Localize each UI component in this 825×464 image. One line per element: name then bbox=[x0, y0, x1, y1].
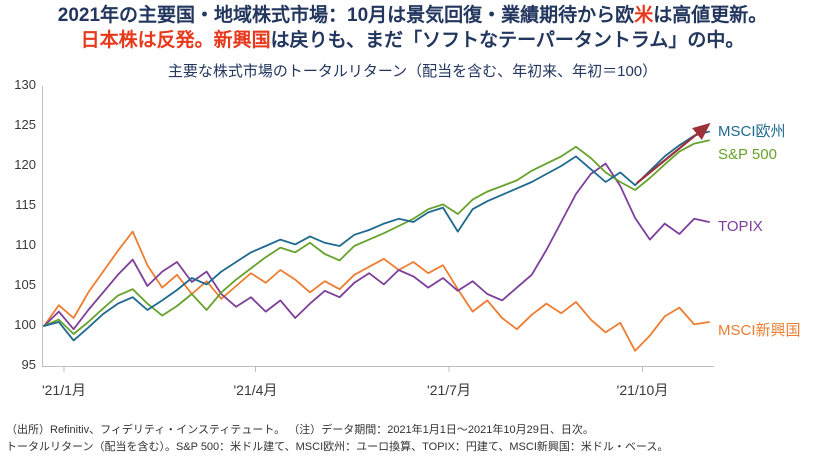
x-axis-label: '21/1月 bbox=[41, 382, 86, 398]
title-segment: は戻りも、まだ「ソフトなテーパータントラム」の中。 bbox=[270, 30, 745, 51]
series-line-TOPIX bbox=[43, 162, 710, 331]
footnote-line2: トータルリターン（配当を含む）。S&P 500：米ドル建て、MSCI欧州：ユーロ… bbox=[6, 441, 669, 453]
line-chart: '21/1月 '21/4月 '21/7月 '21/10月 130 125 120 115 110… bbox=[0, 77, 825, 420]
title-segment: 2021年の主要国・地域株式市場：10月は景気回復・業績期待から欧 bbox=[57, 5, 635, 26]
y-axis-label: 125 bbox=[14, 117, 36, 132]
y-axis-label: 110 bbox=[15, 237, 36, 252]
page-title-line1: 2021年の主要国・地域株式市場：10月は景気回復・業績期待から欧米は高値更新。 bbox=[0, 4, 825, 28]
series-line-MSCI新興国 bbox=[43, 230, 710, 352]
series-label-MSCI欧州: MSCI欧州 bbox=[718, 122, 786, 140]
title-segment-highlight: 日本株は反発。 bbox=[80, 30, 214, 51]
x-axis-label: '21/4月 bbox=[233, 382, 278, 398]
y-axis-label: 115 bbox=[15, 197, 36, 212]
plot-canvas bbox=[42, 86, 714, 372]
title-segment-highlight: 新興国 bbox=[213, 30, 271, 51]
trend-arrow bbox=[636, 122, 711, 184]
y-axis-label: 100 bbox=[14, 317, 36, 332]
series-line-S&P 500 bbox=[43, 139, 710, 335]
y-axis-label: 130 bbox=[14, 77, 36, 92]
title-segment: は高値更新。 bbox=[653, 5, 768, 26]
title-segment-highlight: 米 bbox=[634, 5, 654, 26]
y-axis-label: 105 bbox=[14, 277, 36, 292]
chart-title: 主要な株式市場のトータルリターン（配当を含む、年初来、年初＝100） bbox=[167, 63, 658, 80]
series-label-S&P 500: S&P 500 bbox=[718, 146, 777, 164]
x-axis-label: '21/10月 bbox=[616, 382, 669, 398]
page-title-line2: 日本株は反発。新興国は戻りも、まだ「ソフトなテーパータントラム」の中。 bbox=[0, 29, 825, 53]
x-axis-label: '21/7月 bbox=[427, 382, 471, 398]
y-axis-label: 95 bbox=[21, 357, 36, 372]
y-axis-label: 120 bbox=[14, 157, 36, 172]
series-label-TOPIX: TOPIX bbox=[718, 218, 763, 235]
series-label-MSCI新興国: MSCI新興国 bbox=[718, 322, 801, 339]
footnote-line1: （出所）Refinitiv、フィデリティ・インスティテュート。 （注）データ期間… bbox=[6, 424, 594, 436]
series-line-MSCI欧州 bbox=[43, 130, 710, 342]
